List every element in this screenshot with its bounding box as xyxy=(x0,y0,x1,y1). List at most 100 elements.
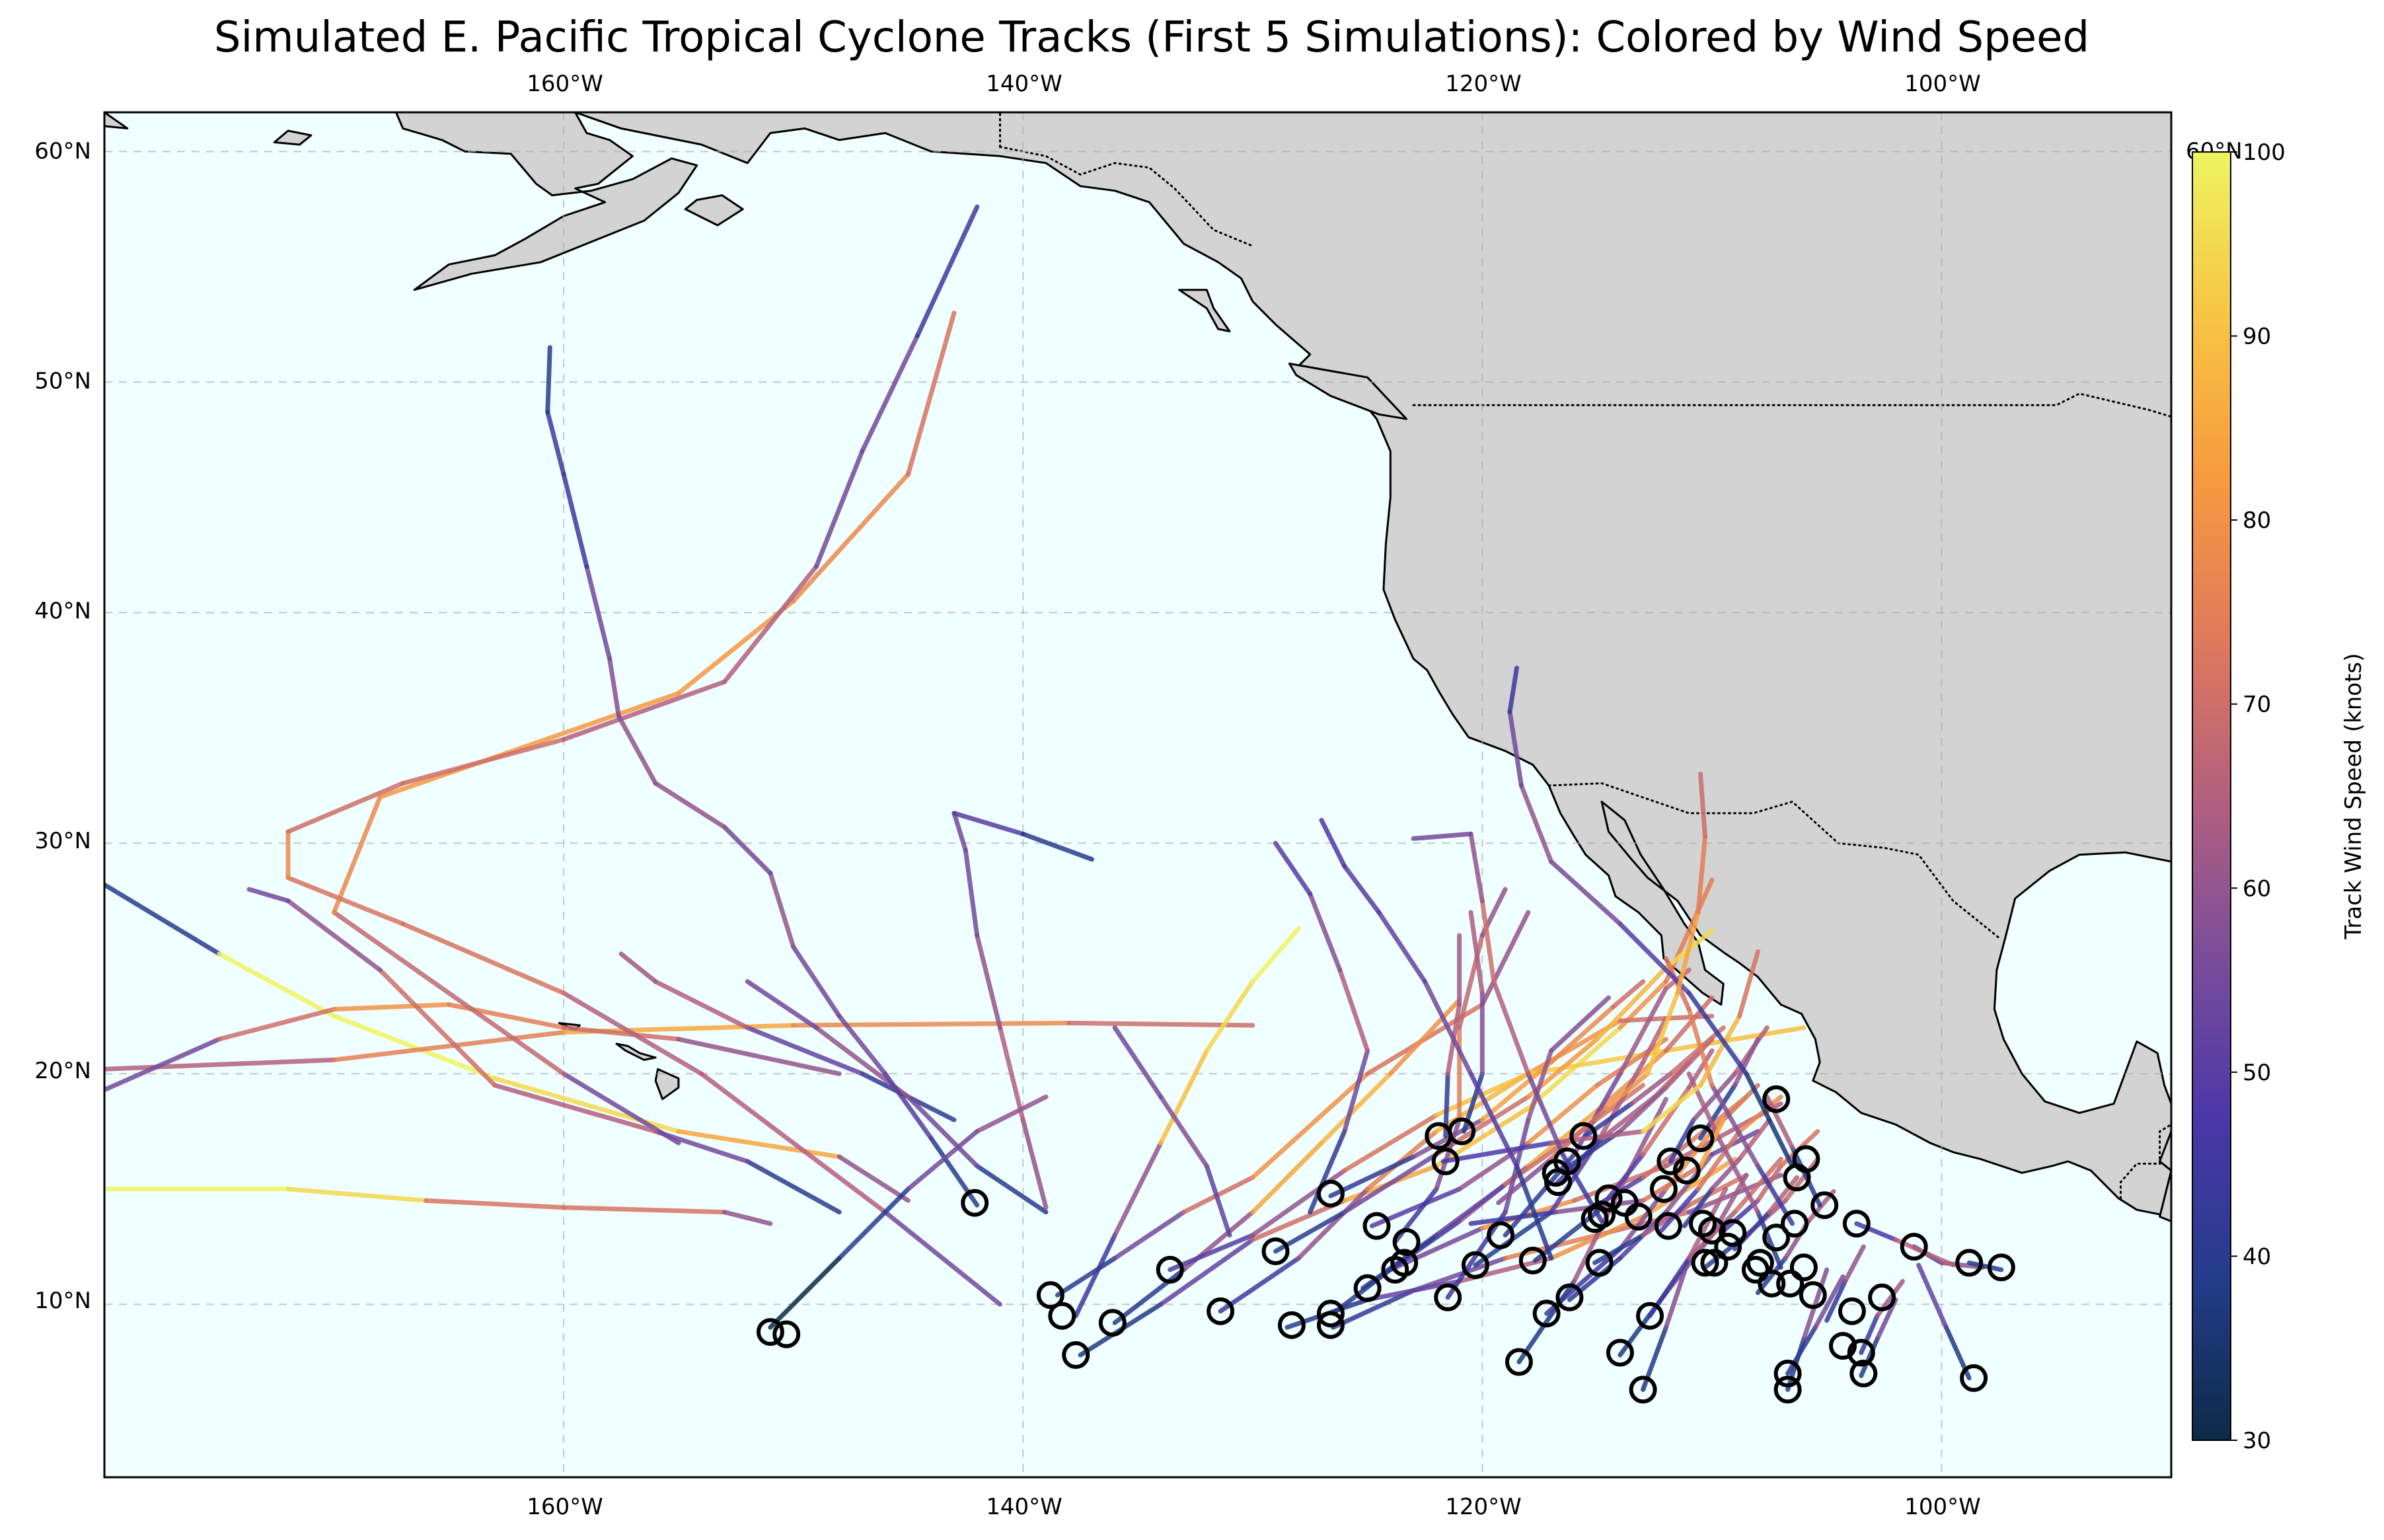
track-segment xyxy=(1732,1156,1783,1215)
track-segment xyxy=(1737,1117,1772,1161)
land-alaska_peninsula xyxy=(394,112,698,291)
colorbar-ticks: 30 40 50 60 70 80 90 100 xyxy=(2231,139,2286,1454)
genesis-marker xyxy=(1532,1300,1561,1328)
cyclone-track xyxy=(768,1094,1049,1330)
cyclone-track xyxy=(246,887,842,1215)
track-segment xyxy=(1675,910,1701,996)
track-segment xyxy=(561,990,704,1076)
genesis-marker xyxy=(1505,1348,1533,1376)
track-segment xyxy=(951,811,968,853)
track-segment xyxy=(1767,1175,1799,1215)
track-segment xyxy=(607,656,621,719)
genesis-marker xyxy=(1448,1117,1476,1146)
track-segment xyxy=(883,1210,1002,1307)
track-segment xyxy=(1055,1256,1117,1298)
track-segment xyxy=(1737,1094,1783,1134)
track-segment xyxy=(1308,1129,1347,1215)
cyclone-track xyxy=(1411,831,1604,1224)
land-yucatan xyxy=(2159,1130,2171,1223)
track-segment xyxy=(1250,1140,1324,1215)
track-segment xyxy=(1709,1129,1760,1157)
track-segment xyxy=(1479,898,1497,984)
cyclone-track xyxy=(1073,926,1301,1319)
left-lat-label: 20°N xyxy=(34,1058,91,1084)
land-hawaii_big xyxy=(654,1068,680,1101)
bottom-lon-label: 100°W xyxy=(1904,1494,1981,1520)
top-lon-label: 120°W xyxy=(1445,71,1522,97)
track-segment xyxy=(1744,1071,1795,1169)
track-segment xyxy=(400,737,566,786)
genesis-marker xyxy=(1606,1338,1634,1367)
cyclone-track xyxy=(332,311,957,1146)
track-segment xyxy=(1112,1140,1164,1238)
genesis-marker xyxy=(1810,1191,1839,1220)
track-segment xyxy=(676,1037,842,1076)
bottom-lon-label: 120°W xyxy=(1445,1494,1522,1520)
track-segment xyxy=(104,1037,222,1093)
track-segment xyxy=(1737,949,1760,1019)
track-segment xyxy=(1618,921,1692,996)
track-segment xyxy=(1218,1256,1301,1314)
track-segment xyxy=(1112,1210,1186,1261)
genesis-marker xyxy=(1098,1309,1127,1337)
track-segment xyxy=(1719,1198,1760,1235)
track-segment xyxy=(1020,1117,1049,1210)
track-segment xyxy=(1663,995,1715,1053)
track-segment xyxy=(1158,1237,1255,1307)
bottom-lon-label: 140°W xyxy=(986,1494,1062,1520)
track-segment xyxy=(285,875,406,926)
colorbar-tick-label: 100 xyxy=(2243,139,2286,166)
track-segment xyxy=(1168,1233,1255,1272)
land-siberia_tip xyxy=(104,112,129,129)
track-segment xyxy=(951,811,1025,836)
track-segment xyxy=(998,1025,1025,1122)
track-segment xyxy=(545,410,566,477)
cyclone-track xyxy=(618,951,957,1122)
track-segment xyxy=(377,690,681,799)
genesis-marker xyxy=(1789,1253,1818,1282)
track-segment xyxy=(1663,877,1715,984)
track-segment xyxy=(1682,1187,1715,1229)
cyclone-track xyxy=(104,1002,842,1093)
track-segment xyxy=(1594,1060,1646,1146)
genesis-marker xyxy=(1762,1085,1791,1113)
genesis-marker xyxy=(1434,1283,1462,1311)
track-segment xyxy=(1319,817,1347,869)
colorbar-tick-label: 90 xyxy=(2243,324,2271,350)
track-segment xyxy=(1641,1083,1703,1134)
track-segment xyxy=(1250,1071,1370,1180)
genesis-marker xyxy=(1672,1156,1701,1185)
genesis-marker xyxy=(1700,1249,1729,1277)
track-segment xyxy=(1296,1187,1370,1261)
genesis-marker xyxy=(1048,1302,1076,1330)
map-panel xyxy=(103,111,2173,1479)
genesis-marker xyxy=(1624,1202,1653,1231)
genesis-marker xyxy=(1799,1281,1827,1309)
track-segment xyxy=(1308,891,1343,972)
track-segment xyxy=(1020,831,1094,862)
border-mexico_guat xyxy=(2120,1123,2171,1200)
track-segment xyxy=(860,334,920,454)
track-segment xyxy=(1392,1187,1439,1245)
track-segment xyxy=(1618,986,1668,1076)
genesis-marker xyxy=(1987,1253,2015,1282)
genesis-marker xyxy=(1316,1311,1345,1339)
track-segment xyxy=(1686,1187,1729,1261)
left-lat-label: 60°N xyxy=(34,138,91,165)
track-segment xyxy=(1526,1108,1600,1169)
genesis-marker xyxy=(1353,1274,1382,1302)
top-lon-label: 140°W xyxy=(986,71,1062,97)
track-segment xyxy=(722,564,819,684)
genesis-marker xyxy=(1585,1249,1614,1277)
genesis-marker xyxy=(1842,1210,1871,1238)
track-segment xyxy=(217,1007,337,1042)
cyclone-track xyxy=(1658,1094,1783,1233)
track-segment xyxy=(1330,1288,1416,1330)
track-segment xyxy=(1491,979,1531,1076)
genesis-marker xyxy=(1392,1228,1421,1256)
left-lat-label: 50°N xyxy=(34,368,91,394)
cyclone-track xyxy=(951,811,1094,1210)
genesis-marker xyxy=(1691,1249,1719,1277)
cyclone-track xyxy=(1507,665,1795,1169)
track-segment xyxy=(768,1256,842,1330)
